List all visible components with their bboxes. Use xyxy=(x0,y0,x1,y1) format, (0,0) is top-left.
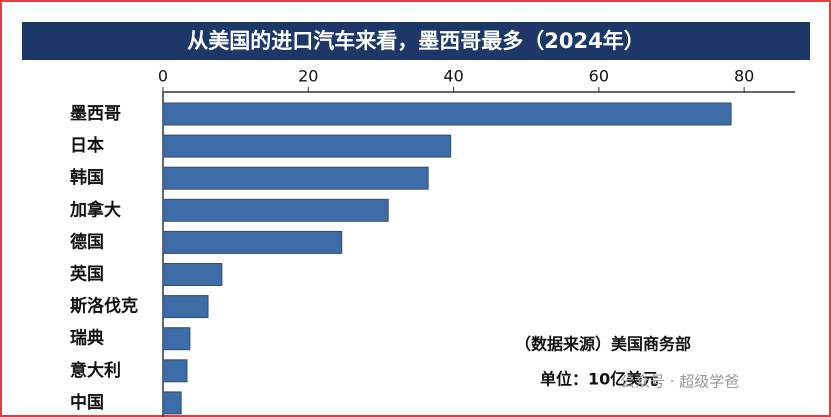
unit-note: 单位：10亿美元 xyxy=(540,370,658,389)
y-tick-label: 意大利 xyxy=(70,360,121,381)
y-tick-label: 韩国 xyxy=(70,167,104,188)
y-tick-label: 墨西哥 xyxy=(70,104,121,124)
bar xyxy=(162,327,191,351)
bar xyxy=(162,295,209,319)
x-tick-label: 40 xyxy=(443,67,463,86)
y-tick-label: 德国 xyxy=(70,231,104,252)
x-tick-label: 60 xyxy=(589,67,609,86)
y-tick-label: 英国 xyxy=(70,264,104,285)
watermark: 公众号 · 超级学爸 xyxy=(620,373,739,391)
bar xyxy=(162,391,182,415)
bar xyxy=(162,102,732,126)
y-tick-label: 日本 xyxy=(70,135,104,156)
y-tick-label: 中国 xyxy=(70,392,104,413)
source-note: （数据来源）美国商务部 xyxy=(515,335,691,354)
title-bar xyxy=(22,22,810,60)
bar xyxy=(162,359,188,383)
x-tick-label: 80 xyxy=(734,67,754,86)
bar xyxy=(162,166,429,190)
bar xyxy=(162,198,389,222)
y-tick-label: 加拿大 xyxy=(69,199,121,220)
chart-title: 从美国的进口汽车来看，墨西哥最多（2024年） xyxy=(187,29,644,53)
bar xyxy=(162,230,343,254)
x-tick-label: 20 xyxy=(298,67,318,86)
y-tick-label: 瑞典 xyxy=(70,328,104,349)
bar xyxy=(162,134,452,158)
bar xyxy=(162,263,223,286)
y-tick-label: 斯洛伐克 xyxy=(70,296,138,317)
x-tick-label: 0 xyxy=(158,67,168,86)
